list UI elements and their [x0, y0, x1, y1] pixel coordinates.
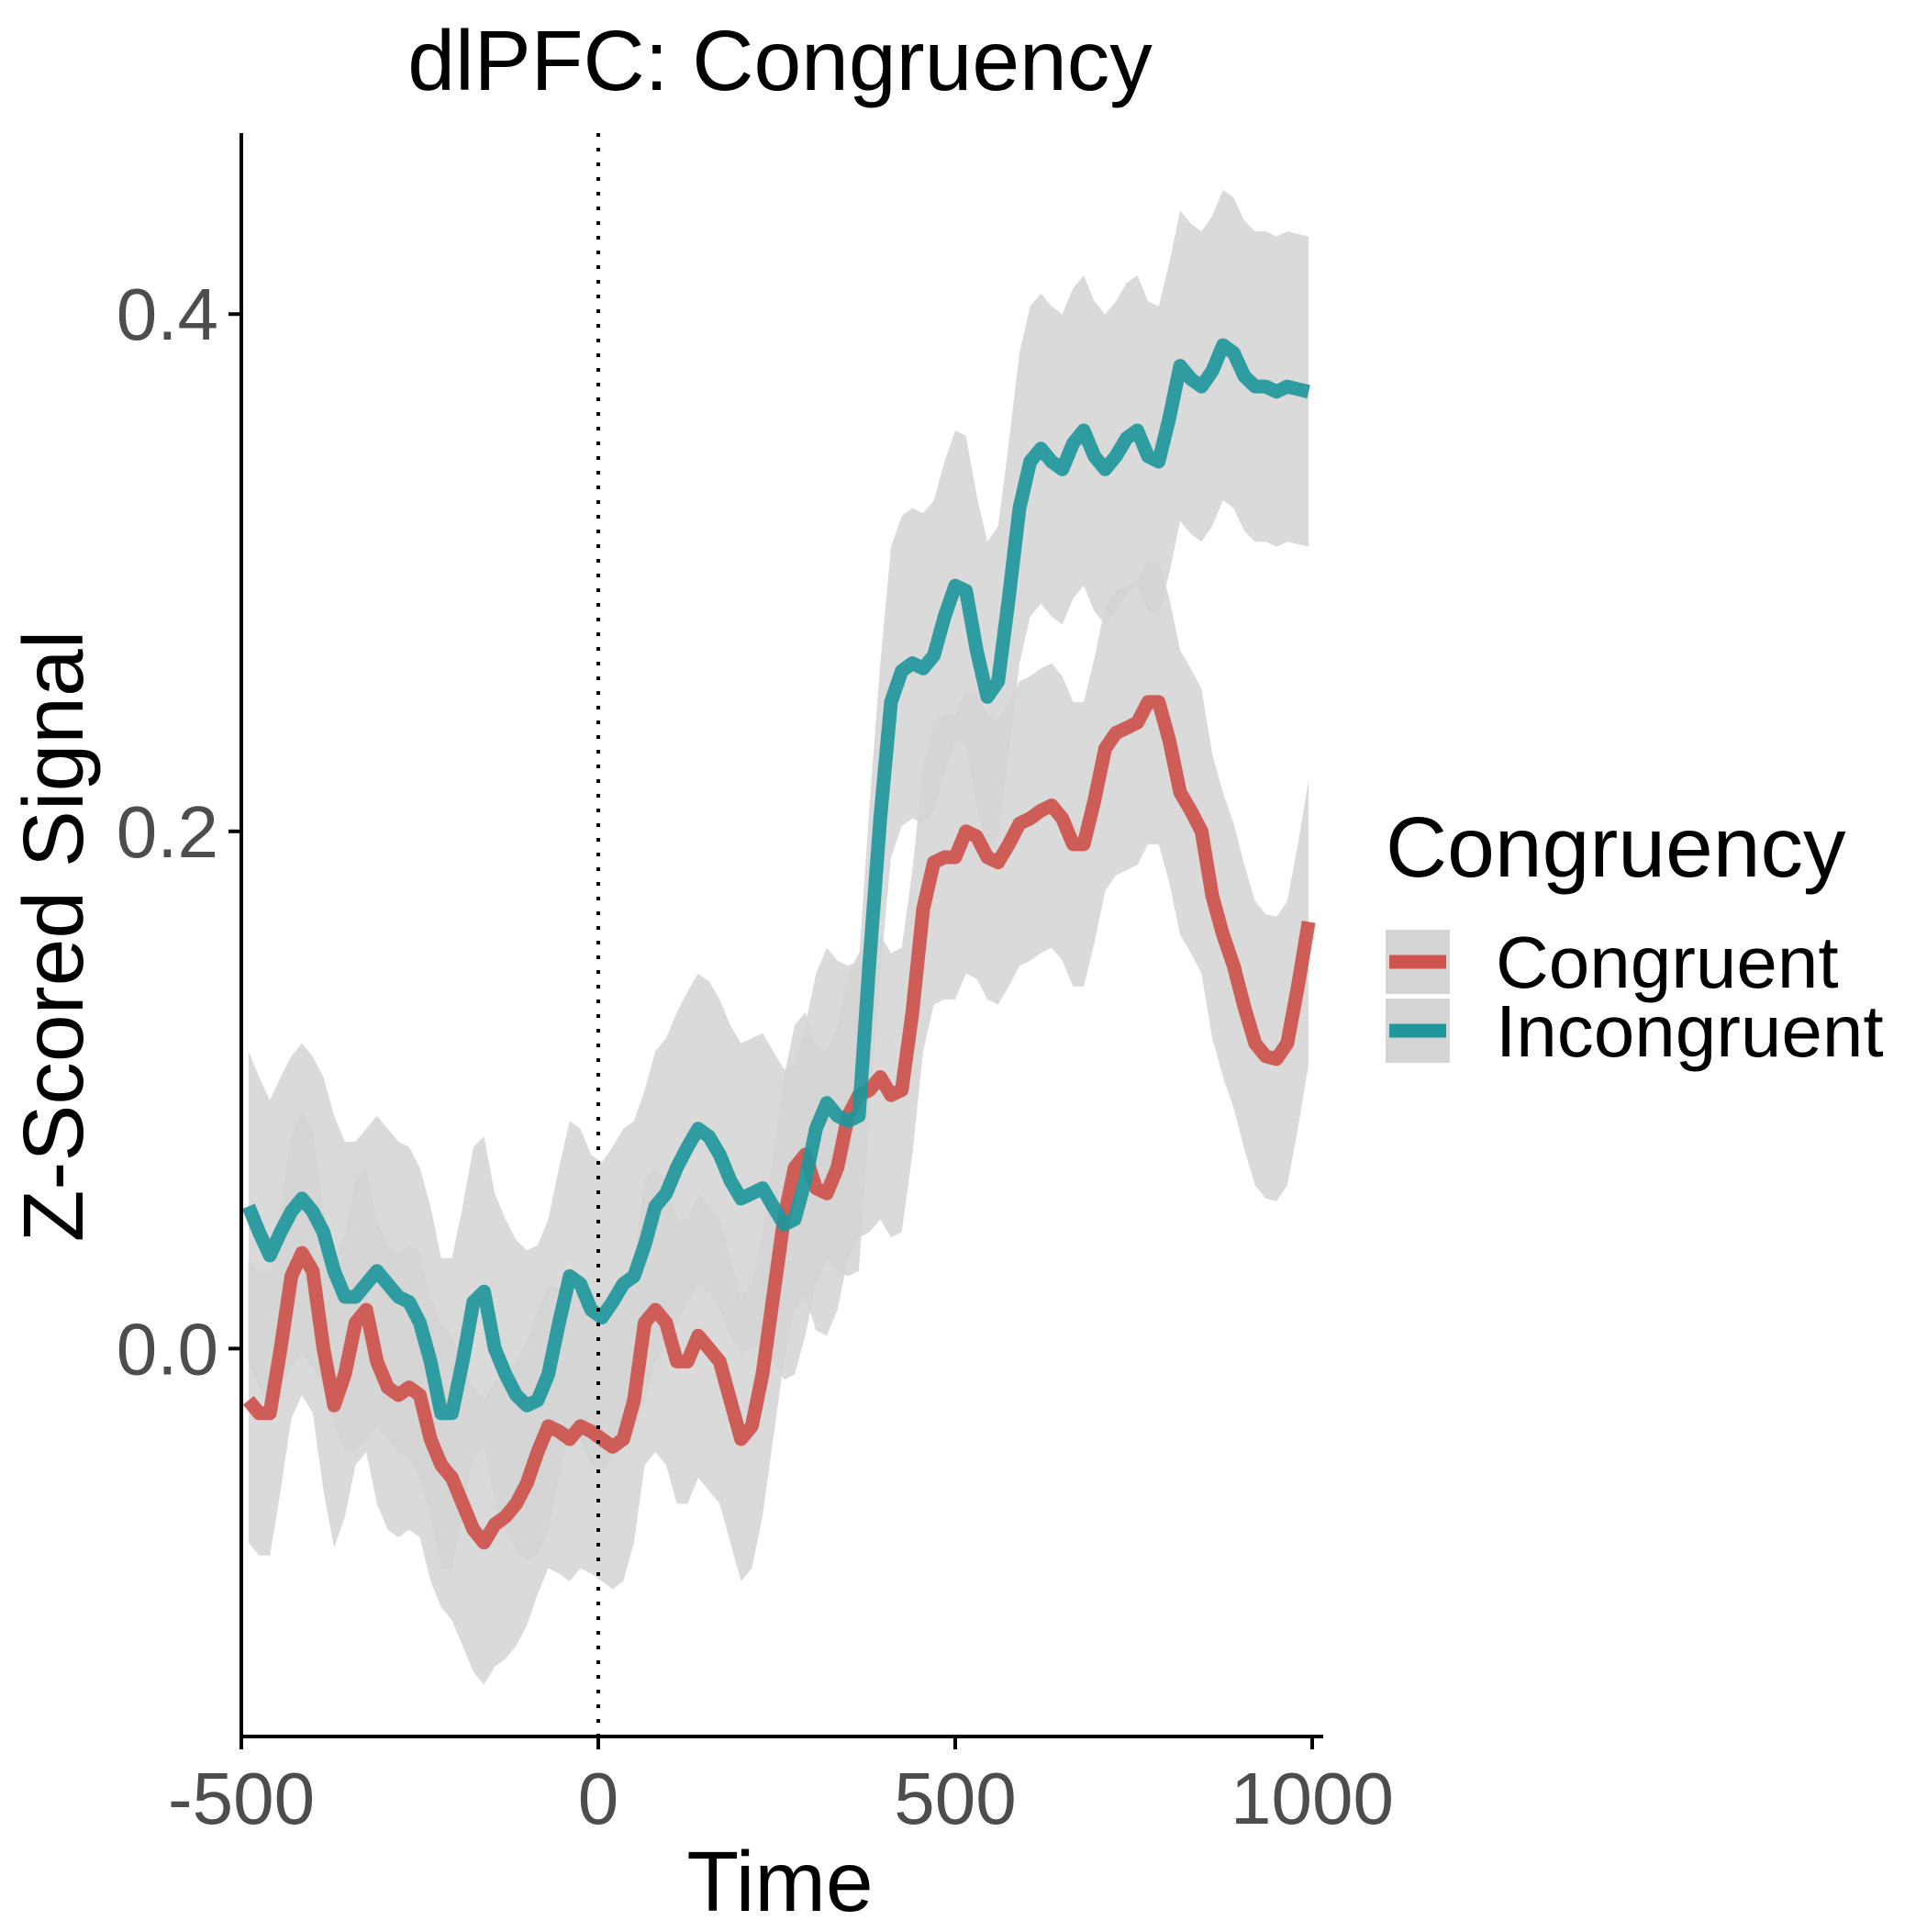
series-line-congruent	[243, 695, 1316, 1550]
series-line-incongruent	[241, 338, 1310, 1421]
y-tick-label: 0.0	[117, 1308, 218, 1390]
y-tick-label: 0.4	[117, 274, 218, 355]
x-axis-label: Time	[686, 1834, 873, 1927]
x-tick-label: 500	[894, 1758, 1016, 1839]
x-tick-label: -500	[168, 1758, 315, 1839]
legend-title: Congruency	[1386, 799, 1846, 895]
chart-title: dlPFC: Congruency	[407, 13, 1153, 108]
legend-item-incongruent: Incongruent	[1386, 990, 1884, 1072]
series-lines	[241, 338, 1316, 1550]
y-ticks: 0.0 0.2 0.4	[117, 274, 241, 1390]
y-axis-label: Z-Scored Signal	[6, 631, 101, 1243]
legend-label: Congruent	[1496, 921, 1839, 1003]
x-tick-label: 0	[578, 1758, 619, 1839]
x-tick-label: 1000	[1231, 1758, 1394, 1839]
y-tick-label: 0.2	[117, 791, 218, 873]
axes	[239, 133, 1323, 1738]
confidence-ribbons	[248, 190, 1309, 1685]
legend-label: Incongruent	[1496, 990, 1884, 1072]
x-ticks: -500 0 500 1000	[168, 1737, 1394, 1839]
legend-item-congruent: Congruent	[1386, 921, 1839, 1003]
ribbon-incongruent	[248, 190, 1309, 1569]
